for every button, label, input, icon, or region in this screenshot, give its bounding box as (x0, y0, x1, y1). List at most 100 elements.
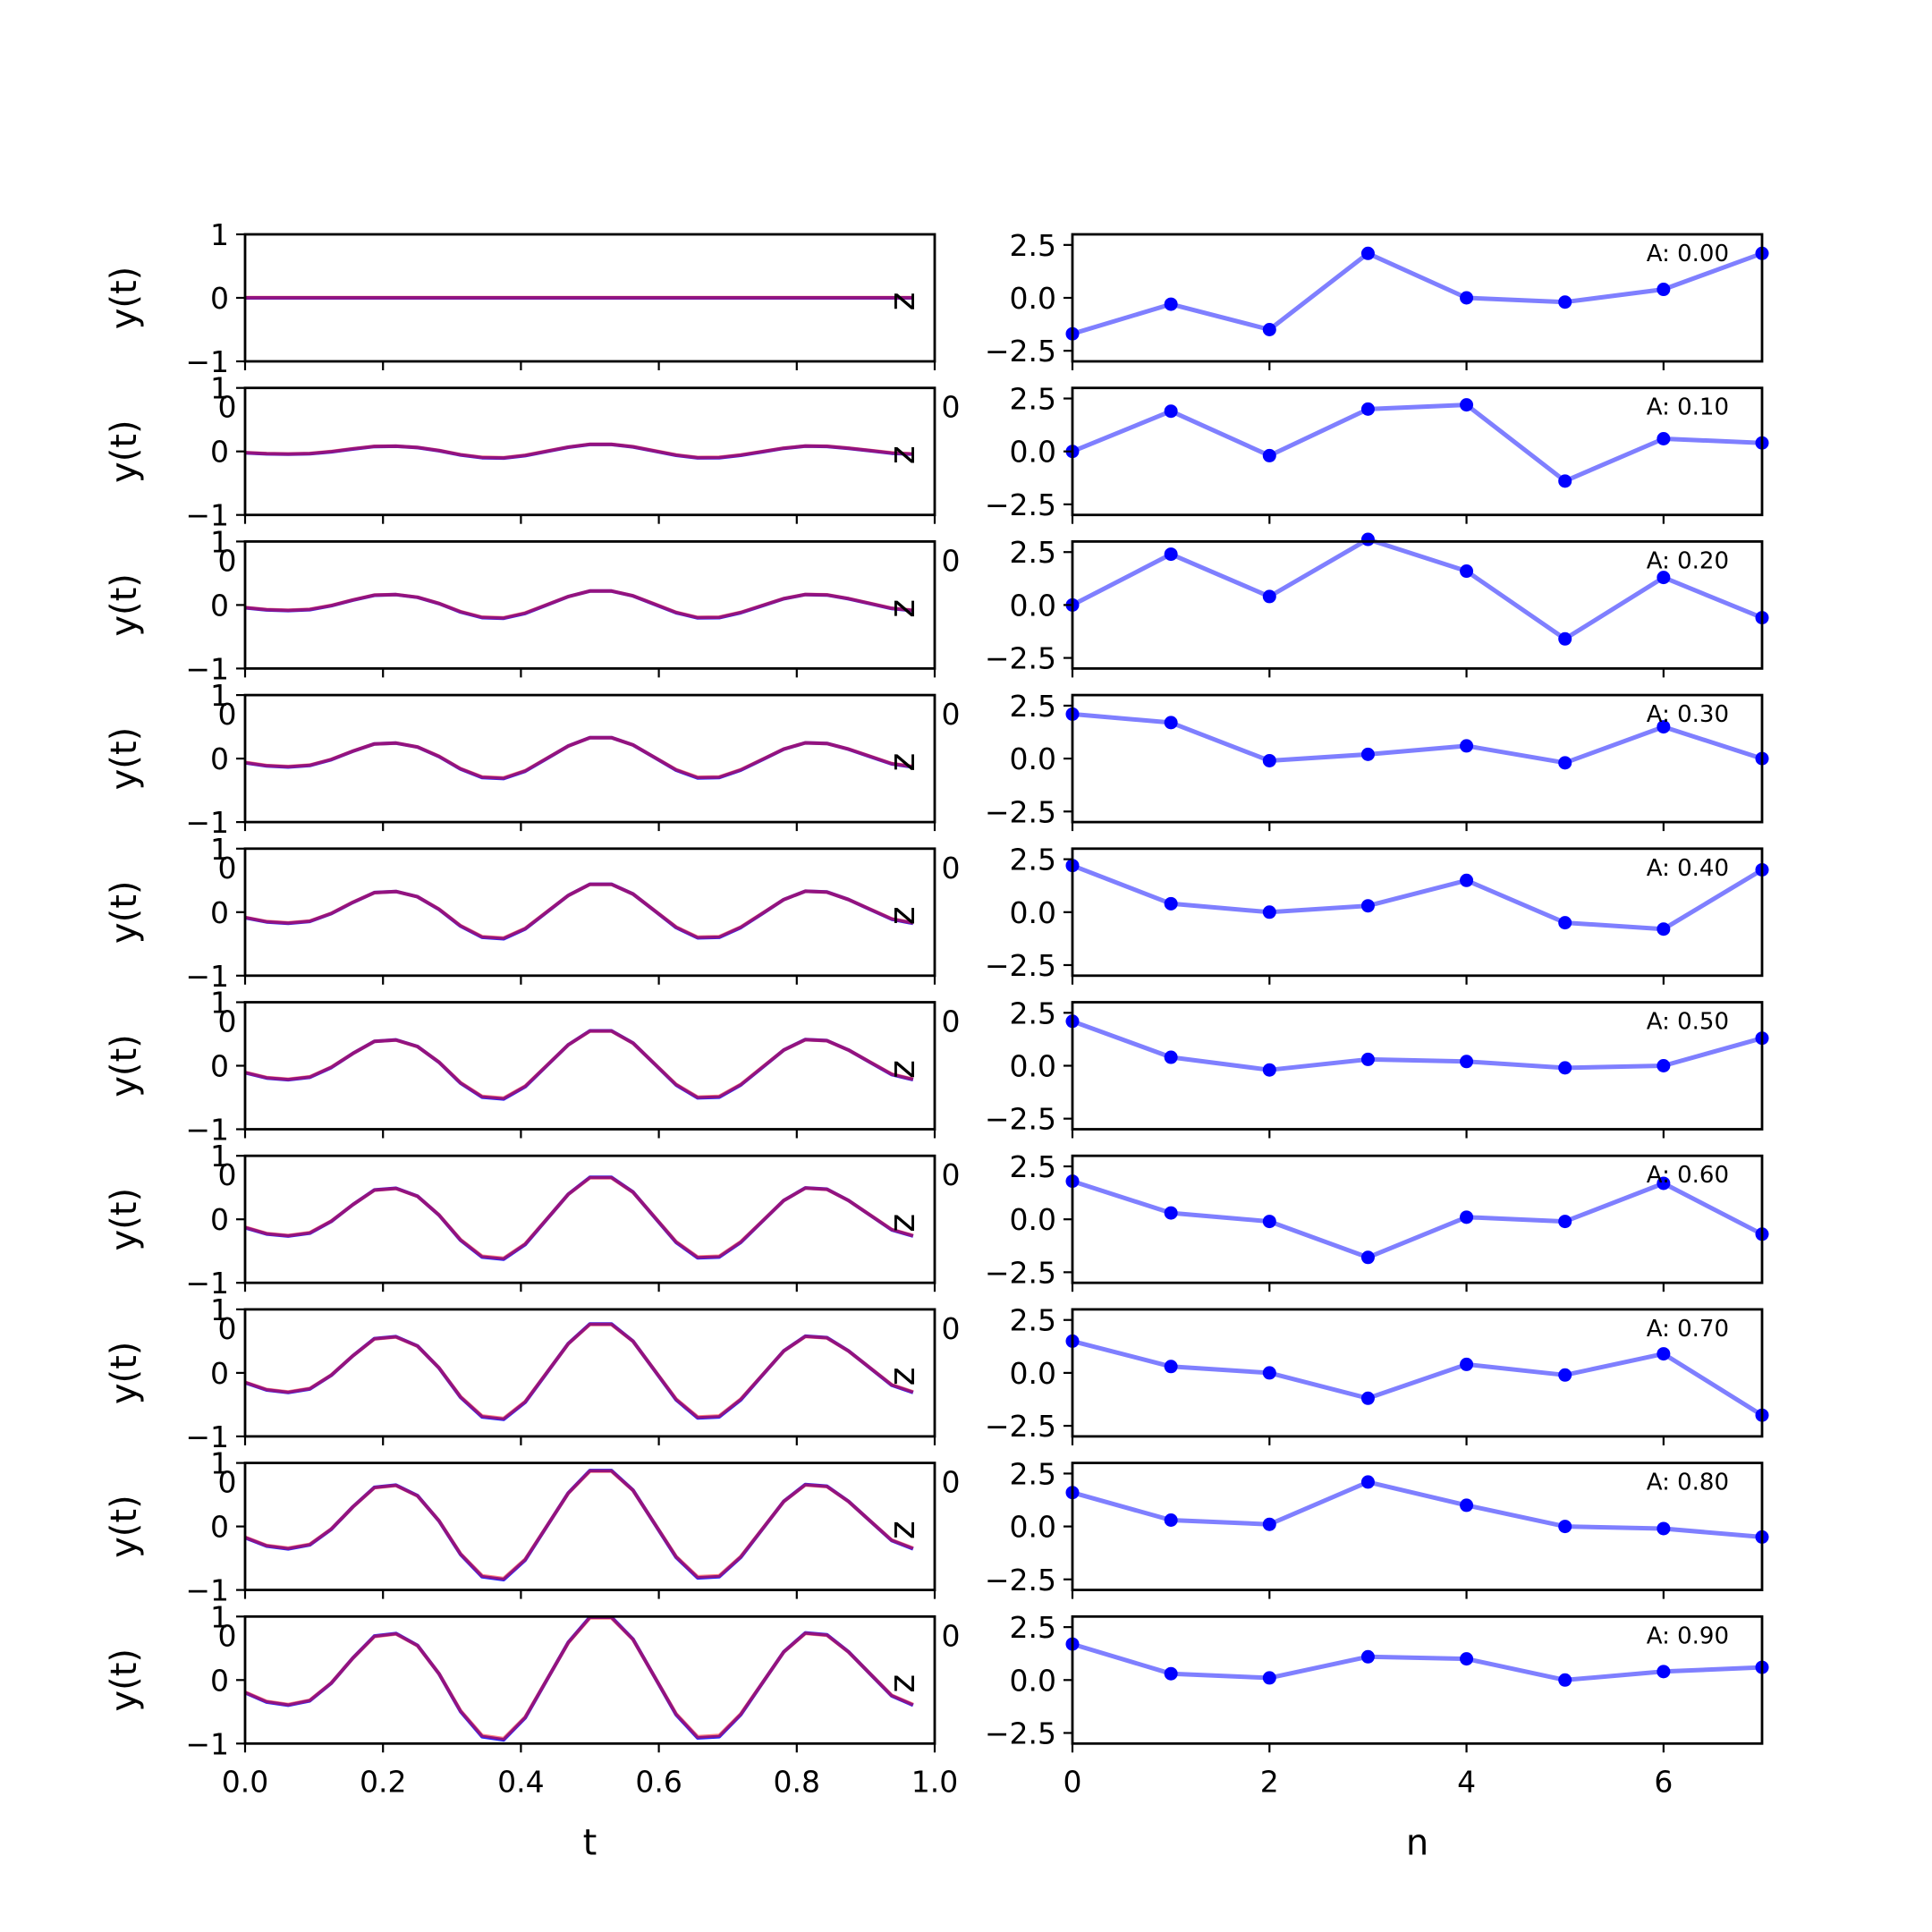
series-line-red (244, 1469, 914, 1580)
y-tick-label: 1 (210, 371, 229, 406)
y-tick-label: 1 (210, 832, 229, 867)
edge-label-left: 0 (218, 1618, 237, 1653)
y-tick-label: −2.5 (985, 487, 1056, 522)
y-tick-label: 0.0 (1010, 435, 1056, 470)
coefficient-point (1360, 1475, 1375, 1489)
y-tick-label: 0 (210, 895, 229, 930)
edge-label-left: 0 (218, 1004, 237, 1039)
y-tick-label: −2.5 (985, 1716, 1056, 1750)
coefficient-point (1262, 905, 1276, 919)
y-tick-label: 2.5 (1010, 382, 1056, 417)
coefficient-point (1460, 564, 1474, 579)
edge-label-left: 0 (218, 543, 237, 578)
y-tick-label: −2.5 (985, 334, 1056, 369)
coefficient-line (1072, 863, 1764, 932)
left-panel-8: 0 010−1y(t) z (104, 1446, 961, 1608)
coefficient-line (1072, 1179, 1764, 1260)
edge-label-right: 0 (942, 697, 961, 732)
left-panel-3: 0 010−1y(t) z (104, 678, 961, 840)
edge-glyph-z: z (882, 599, 923, 618)
y-axis-label: y(t) (104, 1034, 145, 1097)
y-tick-label: −1 (185, 1573, 229, 1608)
panel-annotation: A: 0.80 (1647, 1470, 1729, 1496)
right-panel-9: A: 0.90 2.5 0.0 −2.50 2 4 6 (985, 1610, 1769, 1799)
coefficient-point (1558, 1215, 1572, 1229)
left-panel-6: 0 010−1y(t) z (104, 1139, 961, 1301)
x-axis-label-left: t (583, 1822, 597, 1863)
y-axis-label: y(t) (104, 1648, 145, 1712)
y-tick-label: −2.5 (985, 1255, 1056, 1290)
edge-label-right: 0 (942, 390, 961, 425)
coefficient-point (1657, 1176, 1671, 1191)
coefficient-line (1072, 1019, 1763, 1072)
coefficient-point (1558, 756, 1572, 770)
coefficient-point (1657, 1521, 1671, 1536)
y-tick-label: 0.0 (1010, 1049, 1056, 1084)
y-tick-label: 1 (210, 1292, 229, 1327)
left-panel-4: 0 010−1y(t) z (104, 832, 961, 994)
left-panel-1: 0 010−1y(t) z (104, 371, 961, 533)
panel-annotation: A: 0.60 (1647, 1162, 1729, 1189)
coefficient-point (1262, 589, 1276, 604)
coefficient-point (1460, 398, 1474, 412)
coefficient-point (1558, 1368, 1572, 1382)
y-tick-label: 0.0 (1010, 1510, 1056, 1545)
y-tick-label: 0.0 (1010, 1663, 1056, 1698)
edge-label-left: 0 (218, 851, 237, 886)
coefficient-point (1460, 1055, 1474, 1069)
y-tick-label: 0 (210, 435, 229, 470)
coefficient-point (1360, 899, 1375, 913)
x-tick-label: 2 (1260, 1764, 1279, 1799)
y-tick-label: 0.0 (1010, 1202, 1056, 1237)
left-axes-frame (243, 1001, 936, 1131)
coefficient-line (1072, 250, 1763, 336)
left-axes-frame (243, 540, 936, 670)
coefficient-point (1460, 739, 1474, 753)
series-line-red (244, 1029, 914, 1100)
left-panel-5: 0 010−1y(t) z (104, 986, 961, 1148)
coefficient-point (1164, 1666, 1178, 1681)
y-tick-label: 1 (210, 1599, 229, 1634)
coefficient-point (1657, 432, 1671, 445)
series-line-red (244, 442, 913, 460)
y-tick-label: 1 (210, 217, 229, 252)
y-tick-label: −1 (185, 1726, 229, 1761)
left-axes-frame (243, 386, 936, 517)
edge-glyph-z: z (882, 445, 923, 464)
y-tick-label: −1 (185, 498, 229, 533)
coefficient-point (1657, 1665, 1671, 1679)
right-panel-8: A: 0.80 2.5 0.0 −2.5 (985, 1456, 1769, 1599)
coefficient-point (1164, 1050, 1178, 1064)
coefficient-point (1360, 402, 1375, 416)
coefficient-point (1262, 448, 1276, 462)
coefficient-point (1558, 1673, 1572, 1687)
series-line-red (244, 589, 914, 620)
coefficient-point (1657, 283, 1671, 297)
right-panel-5: A: 0.50 2.5 0.0 −2.5 (985, 996, 1769, 1139)
y-axis-label: y(t) (104, 1342, 145, 1405)
y-tick-label: −1 (185, 1419, 229, 1454)
coefficient-point (1360, 1649, 1375, 1664)
coefficient-point (1164, 716, 1178, 730)
coefficient-point (1262, 1366, 1276, 1380)
edge-glyph-z: z (882, 1674, 923, 1693)
coefficient-line (1072, 1641, 1763, 1682)
y-tick-label: 2.5 (1010, 1610, 1056, 1645)
edge-label-left: 0 (218, 1465, 237, 1500)
coefficient-point (1657, 571, 1671, 585)
y-tick-label: −2.5 (985, 948, 1056, 983)
x-tick-label: 0.2 (360, 1764, 406, 1799)
y-tick-label: −1 (185, 959, 229, 994)
y-tick-label: 2.5 (1010, 1303, 1056, 1338)
edge-label-right: 0 (942, 851, 961, 886)
panel-annotation: A: 0.20 (1647, 547, 1729, 574)
edge-label-left: 0 (218, 1157, 237, 1192)
coefficient-point (1460, 1210, 1474, 1224)
right-panel-4: A: 0.40 2.5 0.0 −2.5 (985, 843, 1769, 985)
coefficient-point (1164, 896, 1178, 911)
y-axis-label: y(t) (104, 419, 145, 483)
y-tick-label: −1 (185, 805, 229, 840)
coefficient-point (1164, 1513, 1178, 1527)
edge-label-right: 0 (942, 543, 961, 578)
coefficient-point (1360, 747, 1375, 761)
